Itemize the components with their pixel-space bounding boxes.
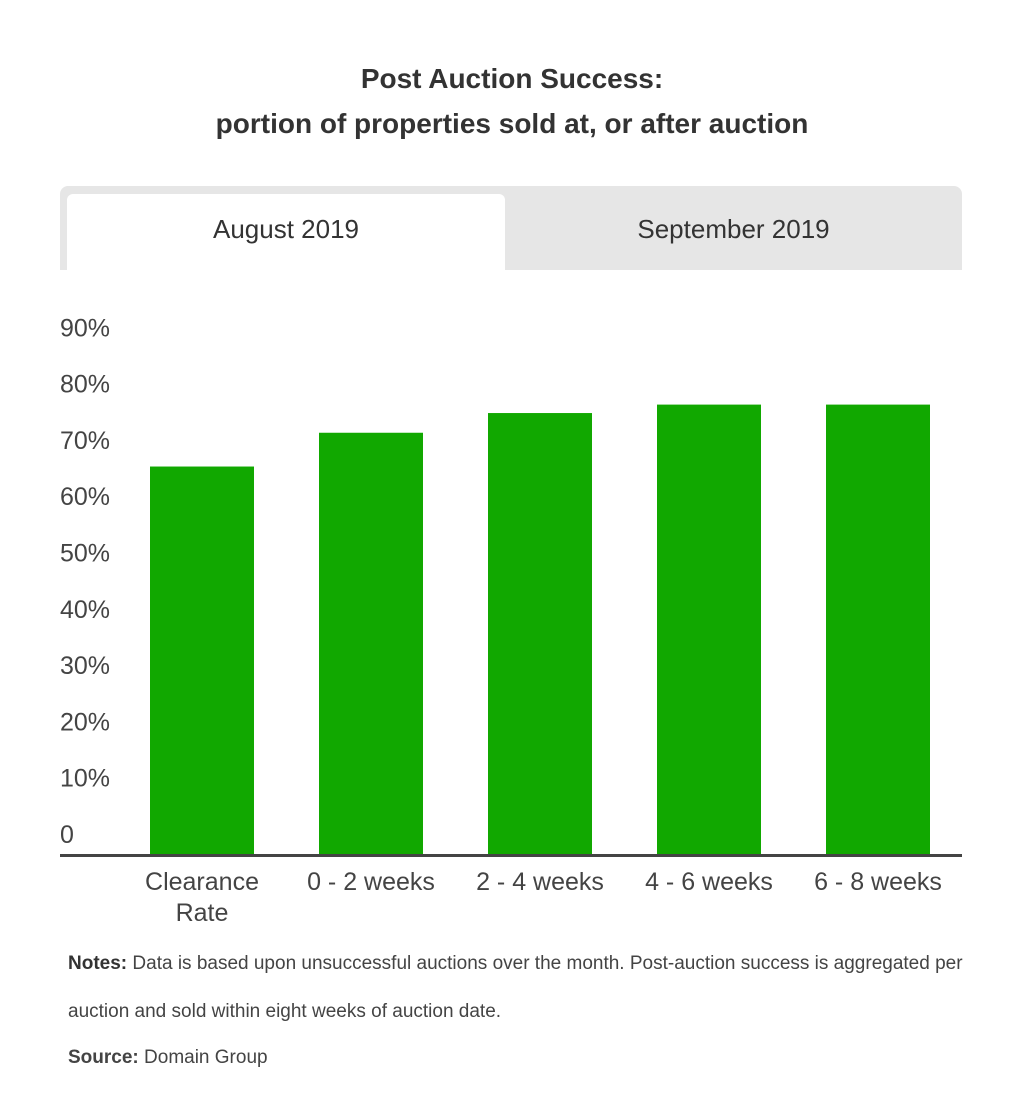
y-tick-label: 80% <box>60 371 110 399</box>
x-tick-label: 2 - 4 weeks <box>476 868 604 896</box>
y-tick-label: 70% <box>60 427 110 455</box>
chart-title-line-2: portion of properties sold at, or after … <box>215 108 809 139</box>
chart-title-line-1: Post Auction Success: <box>360 63 664 94</box>
source: Source: Domain Group <box>68 1036 268 1080</box>
bar[interactable] <box>150 466 254 855</box>
x-tick-label: Clearance <box>145 868 259 896</box>
y-tick-label: 20% <box>60 708 110 736</box>
tab-september-2019[interactable]: September 2019 <box>637 214 830 244</box>
y-tick-label: 0 <box>60 821 74 849</box>
y-tick-label: 10% <box>60 765 110 793</box>
bar[interactable] <box>826 404 930 855</box>
month-tabs: August 2019 September 2019 <box>60 186 962 270</box>
y-tick-label: 30% <box>60 652 110 680</box>
x-tick-label: 6 - 8 weeks <box>814 868 942 896</box>
y-tick-label: 40% <box>60 596 110 624</box>
bar[interactable] <box>657 404 761 855</box>
source-label: Source: <box>68 1047 139 1068</box>
tab-august-2019[interactable]: August 2019 <box>67 194 505 270</box>
bar[interactable] <box>319 432 423 855</box>
bar-chart: 0 10% 20% 30% 40% 50% 60% 70% 80% 90% Clearance Rat… <box>60 314 962 927</box>
notes-text: Data is based upon unsuccessful auctions… <box>68 953 963 1022</box>
source-text: Domain Group <box>138 1047 268 1068</box>
x-tick-label: 4 - 6 weeks <box>645 868 773 896</box>
y-tick-label: 90% <box>60 314 110 342</box>
notes-label: Notes: <box>68 953 128 974</box>
y-tick-label: 60% <box>60 483 110 511</box>
x-tick-label: Rate <box>176 899 229 927</box>
x-tick-label: 0 - 2 weeks <box>307 868 435 896</box>
x-axis-line <box>60 854 962 857</box>
chart-title: Post Auction Success: portion of propert… <box>0 56 1024 146</box>
y-tick-label: 50% <box>60 540 110 568</box>
bar[interactable] <box>488 413 592 855</box>
notes: Notes: Data is based upon unsuccessful a… <box>68 940 968 1036</box>
